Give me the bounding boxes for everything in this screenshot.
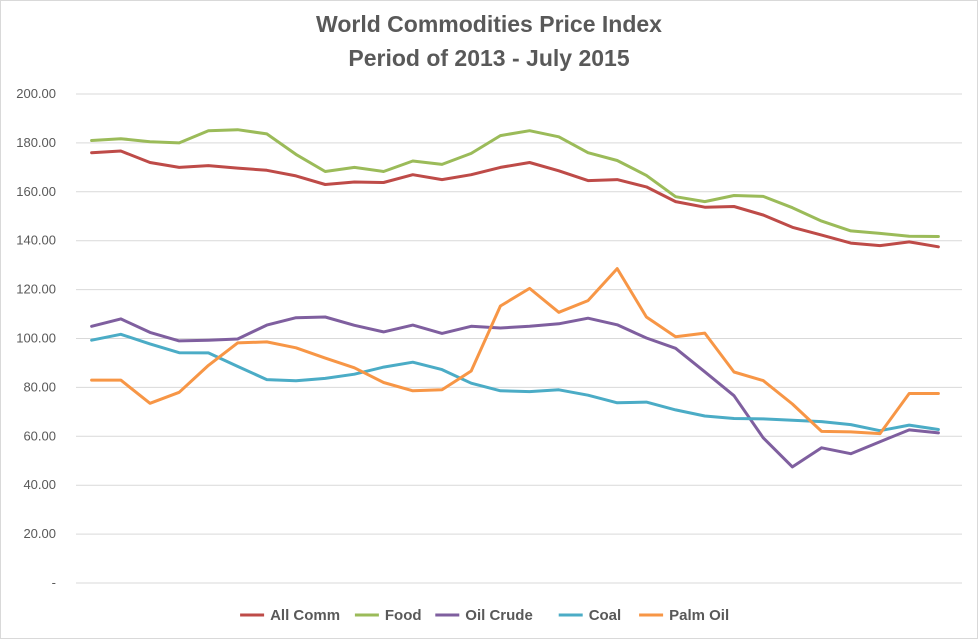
y-tick-label: - — [52, 575, 56, 590]
legend-label: Oil Crude — [465, 607, 533, 624]
legend-label: Palm Oil — [669, 607, 729, 624]
series-line-coal — [90, 332, 940, 433]
y-tick-label: 200.00 — [16, 86, 56, 101]
y-tick-label: 120.00 — [16, 282, 56, 297]
y-tick-label: 40.00 — [23, 477, 56, 492]
y-tick-label: 180.00 — [16, 135, 56, 150]
series-line-all-comm — [90, 149, 940, 249]
y-tick-label: 80.00 — [23, 379, 56, 394]
y-tick-label: 140.00 — [16, 233, 56, 248]
y-tick-label: 100.00 — [16, 331, 56, 346]
legend-label: Food — [385, 607, 422, 624]
y-tick-label: 160.00 — [16, 184, 56, 199]
series-line-food — [90, 128, 940, 238]
chart-title: World Commodities Price Index — [316, 11, 662, 37]
legend-label: Coal — [589, 607, 622, 624]
y-tick-label: 60.00 — [23, 428, 56, 443]
y-tick-label: 20.00 — [23, 526, 56, 541]
legend-label: All Comm — [270, 607, 340, 624]
series-line-palm-oil — [90, 267, 940, 436]
legend: All Comm Food Oil Crude Coal Palm Oil — [240, 607, 729, 624]
chart-subtitle: Period of 2013 - July 2015 — [348, 45, 630, 71]
series-line-oil-crude — [90, 315, 940, 469]
